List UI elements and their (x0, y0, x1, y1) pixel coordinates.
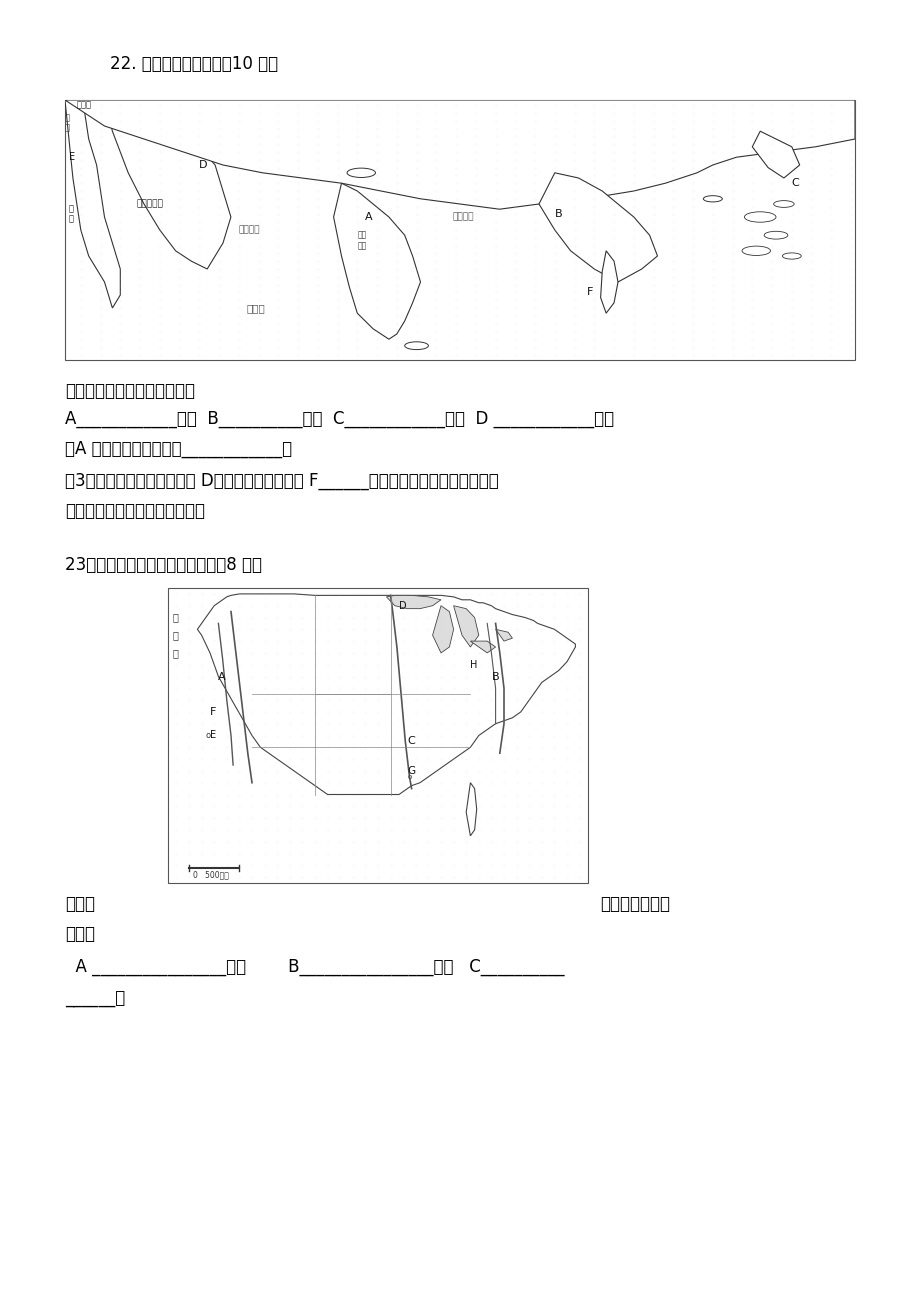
Polygon shape (105, 100, 231, 270)
Circle shape (702, 195, 721, 202)
Text: 洋: 洋 (172, 648, 178, 658)
Text: C: C (791, 178, 799, 189)
Text: F: F (210, 707, 216, 717)
Text: H: H (470, 660, 477, 669)
Polygon shape (65, 100, 854, 210)
Text: 印度洋: 印度洋 (246, 303, 266, 312)
Text: ⑴填出图中地理事物的名称：: ⑴填出图中地理事物的名称： (65, 381, 195, 400)
Text: 23．读美国示意图回答下列问题（8 分）: 23．读美国示意图回答下列问题（8 分） (65, 556, 262, 574)
Circle shape (743, 212, 775, 223)
Text: 阿拉伯海: 阿拉伯海 (239, 225, 260, 234)
Text: A____________高原  B__________半岛  C____________海洋  D ____________海湾: A____________高原 B__________半岛 C_________… (65, 410, 614, 428)
Text: 孟加拉湾: 孟加拉湾 (451, 212, 473, 221)
Text: o: o (407, 773, 411, 780)
Circle shape (346, 168, 375, 177)
Text: ______河: ______河 (65, 990, 125, 1008)
Text: 平: 平 (172, 630, 178, 641)
Text: 太: 太 (172, 612, 178, 622)
Polygon shape (432, 605, 453, 652)
Text: D: D (399, 600, 406, 611)
Text: A: A (218, 672, 226, 681)
Circle shape (764, 232, 787, 240)
Text: C: C (407, 737, 414, 746)
Text: D: D (199, 160, 208, 171)
Polygon shape (466, 783, 476, 836)
Polygon shape (65, 100, 120, 309)
Text: 地中海: 地中海 (77, 100, 92, 109)
Bar (168, 589, 587, 883)
Text: F: F (585, 288, 592, 297)
Text: E: E (210, 730, 216, 741)
Text: 印度
半岛: 印度 半岛 (357, 230, 366, 250)
Text: ⑴填出: ⑴填出 (65, 894, 95, 913)
Text: B: B (554, 210, 562, 220)
Circle shape (773, 201, 793, 207)
Text: o: o (206, 730, 210, 740)
Text: 非
洲: 非 洲 (65, 113, 70, 133)
Polygon shape (453, 605, 478, 647)
Polygon shape (495, 629, 512, 641)
Polygon shape (198, 594, 574, 794)
Polygon shape (752, 132, 799, 178)
Bar (65, 100, 854, 359)
Polygon shape (470, 641, 495, 652)
Text: G: G (407, 766, 415, 776)
Text: B: B (491, 672, 498, 681)
Circle shape (781, 253, 800, 259)
Polygon shape (539, 173, 657, 283)
Polygon shape (600, 251, 618, 314)
Polygon shape (386, 595, 440, 608)
Circle shape (742, 246, 769, 255)
Text: ⑵A 处的主要气候类型是____________；: ⑵A 处的主要气候类型是____________； (65, 440, 292, 458)
Text: 红
海: 红 海 (69, 204, 74, 224)
Text: 阿拉伯半岛: 阿拉伯半岛 (136, 199, 163, 208)
Text: 22. 读亚洲南部图回答（10 分）: 22. 读亚洲南部图回答（10 分） (110, 55, 278, 73)
Text: A: A (365, 212, 372, 223)
Text: 0   500千米: 0 500千米 (193, 870, 229, 879)
Text: E: E (69, 152, 75, 163)
Polygon shape (334, 184, 420, 340)
Text: 你在图中画出最近的海上航线；: 你在图中画出最近的海上航线； (65, 503, 205, 519)
Text: 图中地理事物的: 图中地理事物的 (599, 894, 669, 913)
Text: （3）有一艘油轮满载石油从 D（海湾）出发，经过 F______（海峡），运往中国上海，请: （3）有一艘油轮满载石油从 D（海湾）出发，经过 F______（海峡），运往中… (65, 473, 498, 490)
Text: A ________________山脉        B________________山脉   C__________: A ________________山脉 B________________山脉… (65, 958, 564, 976)
Circle shape (404, 342, 428, 350)
Text: 名称：: 名称： (65, 924, 95, 943)
